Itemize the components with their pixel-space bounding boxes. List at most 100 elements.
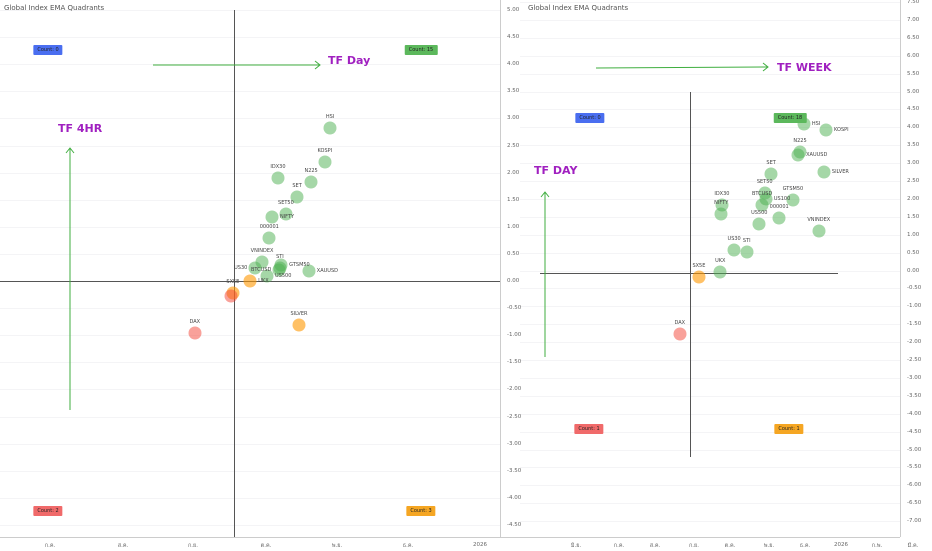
gridline <box>0 226 500 228</box>
gridline <box>520 252 900 254</box>
point-label: GTSM50 <box>782 185 804 192</box>
scatter-point[interactable] <box>243 274 257 288</box>
count-badge-top-left: Count: 0 <box>575 113 605 123</box>
y-tick-label: -1.00 <box>907 303 922 310</box>
left-x-axis[interactable]: ก.ค. ส.ค. ก.ย. ต.ค. พ.ย. ธ.ค. 2026 <box>0 537 500 551</box>
point-label: N225 <box>793 137 807 144</box>
gridline <box>0 91 500 93</box>
scatter-point[interactable] <box>791 148 805 162</box>
y-tick-label: -2.00 <box>507 386 522 393</box>
gridline <box>0 470 500 472</box>
x-tick-label: ต.ค. <box>260 543 272 549</box>
gridline <box>520 377 900 379</box>
scatter-point[interactable] <box>673 327 687 341</box>
gridline <box>0 10 500 11</box>
gridline <box>520 413 900 415</box>
y-tick-label: 3.00 <box>507 115 520 122</box>
left-quadrant-chart: Global Index EMA Quadrants Count: 0 Coun… <box>0 4 500 537</box>
point-label: 000001 <box>769 203 789 210</box>
gridline <box>520 467 900 469</box>
scatter-point[interactable] <box>713 265 727 279</box>
scatter-point[interactable] <box>323 121 337 135</box>
y-tick-label: -5.50 <box>907 464 922 471</box>
point-label: US30 <box>727 236 741 243</box>
scatter-point[interactable] <box>786 193 800 207</box>
gridline <box>520 127 900 129</box>
scatter-point[interactable] <box>304 175 318 189</box>
x-tick-label: ส.ค. <box>117 543 129 549</box>
chart-title: Global Index EMA Quadrants <box>4 4 105 12</box>
y-tick-label: -4.50 <box>507 521 522 528</box>
gridline <box>0 335 500 337</box>
scatter-point[interactable] <box>714 207 728 221</box>
scatter-point[interactable] <box>302 264 316 278</box>
point-label: SX5E <box>226 278 240 285</box>
x-tick-label: ก.ย. <box>688 543 700 549</box>
y-tick-label: 5.50 <box>907 70 920 77</box>
scatter-point[interactable] <box>764 167 778 181</box>
point-label: XAUUSD <box>806 151 828 158</box>
point-label: BTCUSD <box>250 267 272 274</box>
point-label: UKX <box>715 257 726 264</box>
point-label: VNINDEX <box>807 217 831 224</box>
scatter-point[interactable] <box>318 155 332 169</box>
point-label: SILVER <box>831 168 849 175</box>
y-tick-label: 6.00 <box>907 52 920 59</box>
y-tick-label: 5.00 <box>507 7 520 13</box>
y-tick-label: -4.50 <box>907 428 922 435</box>
scatter-point[interactable] <box>812 224 826 238</box>
scatter-point[interactable] <box>188 326 202 340</box>
y-tick-label: -1.50 <box>507 359 522 366</box>
scatter-point[interactable] <box>740 245 754 259</box>
scatter-point[interactable] <box>248 261 262 275</box>
y-tick-label: 4.50 <box>507 34 520 41</box>
gridline <box>520 485 900 487</box>
scatter-point[interactable] <box>772 211 786 225</box>
x-tick-label: พ.ย. <box>763 543 775 549</box>
y-tick-label: -6.00 <box>907 482 922 489</box>
point-label: BTCUSD <box>751 190 773 197</box>
y-tick-label: -1.50 <box>907 321 922 328</box>
scatter-point[interactable] <box>271 171 285 185</box>
y-tick-label: -4.00 <box>507 494 522 501</box>
point-label: GTSM50 <box>289 261 310 268</box>
y-tick-label: -7.00 <box>907 518 922 525</box>
right-x-axis[interactable]: มิ.ย. ก.ค. ส.ค. ก.ย. ต.ค. พ.ย. ธ.ค. 2026 ก.พ. มี.… <box>500 537 918 551</box>
scatter-point[interactable] <box>260 269 274 283</box>
scatter-point[interactable] <box>279 207 293 221</box>
count-badge-bottom-left: Count: 2 <box>33 506 63 516</box>
y-tick-label: 3.00 <box>907 160 920 167</box>
gridline <box>520 234 900 236</box>
gridline <box>520 431 900 433</box>
gridline <box>520 306 900 308</box>
gridline <box>520 55 900 57</box>
gridline <box>520 288 900 290</box>
horizontal-zero-line <box>540 273 838 274</box>
right-y-axis[interactable]: 7.50 7.00 6.50 6.00 5.50 5.00 4.50 4.00 3.50 3.00… <box>900 0 931 537</box>
scatter-point[interactable] <box>755 198 769 212</box>
gridline <box>520 91 900 93</box>
scatter-point[interactable] <box>265 210 279 224</box>
scatter-point[interactable] <box>272 263 286 277</box>
x-tick-label: ก.ค. <box>613 543 625 549</box>
scatter-point[interactable] <box>262 231 276 245</box>
left-y-axis[interactable]: 5.00 4.50 4.00 3.50 3.00 2.50 2.00 1.50 1.00 0.50… <box>500 0 531 537</box>
y-tick-label: -1.00 <box>507 332 522 339</box>
scatter-point[interactable] <box>727 243 741 257</box>
gridline <box>520 198 900 200</box>
y-tick-label: -2.00 <box>907 339 922 346</box>
scatter-point[interactable] <box>819 123 833 137</box>
gridline <box>520 181 900 182</box>
x-tick-label: ธ.ค. <box>402 543 414 549</box>
gridline <box>0 308 500 310</box>
x-tick-label: พ.ย. <box>331 543 343 549</box>
gridline <box>520 342 900 344</box>
scatter-point[interactable] <box>290 190 304 204</box>
scatter-point[interactable] <box>752 217 766 231</box>
scatter-point[interactable] <box>224 289 238 303</box>
gridline <box>520 163 900 165</box>
scatter-point[interactable] <box>692 270 706 284</box>
scatter-point[interactable] <box>292 318 306 332</box>
scatter-point[interactable] <box>817 165 831 179</box>
gridline <box>0 145 500 147</box>
